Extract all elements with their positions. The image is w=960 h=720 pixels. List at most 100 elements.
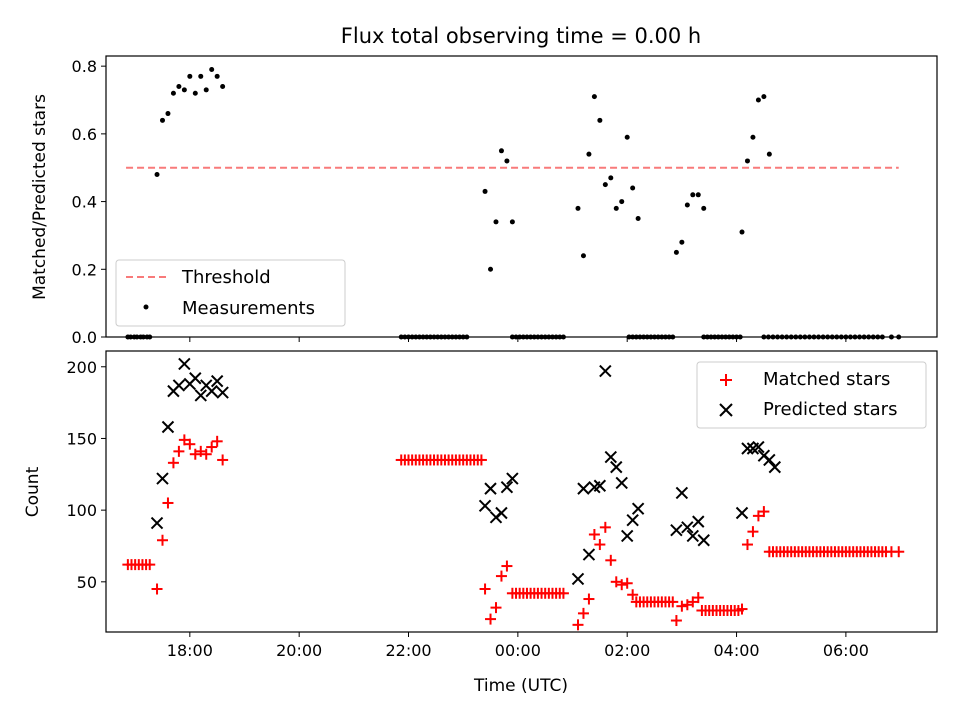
measurement-point	[708, 334, 714, 340]
measurement-point	[734, 334, 740, 340]
predicted-star-point	[150, 516, 164, 530]
predicted-star-stroke-b	[615, 476, 628, 490]
predicted-star-point	[178, 357, 191, 371]
predicted-star-stroke-b	[763, 453, 776, 467]
predicted-star-point	[161, 420, 175, 434]
measurement-point	[509, 334, 515, 340]
predicted-star-point	[582, 548, 596, 561]
predicted-star-point	[210, 374, 224, 388]
measurement-point	[406, 334, 412, 340]
measurement-point	[520, 334, 526, 340]
measurement-point	[524, 334, 530, 340]
predicted-star-stroke-b	[495, 506, 508, 520]
measurement-point	[427, 334, 433, 340]
measurement-point	[446, 334, 452, 340]
predicted-star-stroke-b	[593, 479, 607, 492]
measurement-point	[829, 334, 835, 340]
predicted-star-stroke-b	[697, 534, 710, 547]
bottom-y-tick-label: 150	[66, 429, 97, 448]
measurement-point	[635, 216, 641, 222]
measurement-point	[498, 148, 504, 154]
predicted-star-stroke-b	[577, 482, 590, 495]
measurement-point	[203, 87, 209, 93]
predicted-star-stroke-b	[571, 572, 585, 586]
measurement-point	[553, 334, 559, 340]
measurement-point	[154, 171, 160, 177]
predicted-star-point	[626, 513, 639, 527]
measurement-point	[560, 334, 566, 340]
bottom-y-axis-label: Count	[23, 466, 43, 517]
predicted-star-point	[620, 529, 634, 543]
predicted-star-stroke-b	[686, 529, 700, 543]
predicted-star-point	[194, 389, 207, 402]
measurement-point	[659, 334, 665, 340]
measurement-point	[416, 334, 422, 340]
matched-star-point	[583, 593, 595, 605]
matched-star-point	[144, 559, 156, 571]
matched-star-point	[184, 438, 196, 450]
predicted-star-point	[484, 482, 497, 495]
measurement-point	[866, 334, 872, 340]
measurement-point	[557, 334, 563, 340]
matched-star-point	[151, 583, 163, 595]
measurement-point	[457, 334, 463, 340]
matched-star-point	[621, 577, 633, 589]
top-y-tick-label: 0.4	[72, 193, 97, 212]
measurement-point	[630, 185, 636, 191]
top-y-tick-label: 0.0	[72, 328, 97, 347]
predicted-star-stroke-b	[768, 460, 782, 474]
measurement-point	[896, 334, 902, 340]
measurement-point	[701, 334, 707, 340]
measurement-point	[715, 334, 721, 340]
measurement-point	[730, 334, 736, 340]
measurement-point	[509, 219, 515, 225]
x-tick-label: 22:00	[385, 641, 431, 660]
x-tick-label: 06:00	[823, 641, 869, 660]
predicted-star-point	[216, 386, 229, 399]
measurement-point	[806, 334, 812, 340]
measurement-point	[755, 97, 761, 103]
measurement-point	[460, 334, 466, 340]
measurement-point	[761, 334, 767, 340]
measurement-point	[402, 334, 408, 340]
measurement-point	[875, 334, 881, 340]
matched-star-point	[156, 534, 168, 546]
measurement-point	[586, 151, 592, 157]
predicted-star-stroke-b	[194, 389, 207, 402]
measurement-point	[626, 334, 632, 340]
measurement-point	[134, 334, 140, 340]
measurement-point	[187, 73, 193, 79]
measurement-point	[140, 334, 146, 340]
measurement-point	[797, 334, 803, 340]
legend-matched-swatch	[720, 374, 732, 386]
predicted-star-stroke-b	[150, 516, 164, 530]
measurement-point	[779, 334, 785, 340]
measurement-point	[770, 334, 776, 340]
measurement-point	[834, 334, 840, 340]
matched-star-point	[173, 445, 185, 457]
matched-star-point	[501, 560, 513, 572]
measurement-point	[198, 73, 204, 79]
matched-star-point	[495, 570, 507, 582]
x-tick-label: 00:00	[495, 641, 541, 660]
predicted-star-point	[692, 515, 705, 528]
measurement-point	[619, 199, 625, 205]
predicted-star-stroke-b	[216, 386, 229, 399]
measurement-point	[784, 334, 790, 340]
matched-star-point	[211, 435, 223, 447]
predicted-star-stroke-b	[610, 460, 623, 474]
measurement-point	[608, 175, 614, 181]
predicted-star-stroke-b	[205, 384, 218, 398]
predicted-star-point	[686, 529, 700, 543]
legend-measurements-label: Measurements	[182, 298, 315, 319]
predicted-star-point	[205, 384, 218, 398]
matched-star-point	[605, 554, 617, 566]
matched-star-point	[206, 441, 218, 453]
predicted-star-stroke-b	[604, 450, 618, 464]
matched-star-point	[217, 454, 229, 466]
count-panel: 18:00 20:00 22:00 00:00 02:00 04:00 06:00 50 100…	[66, 350, 938, 660]
measurement-point	[214, 73, 220, 79]
predicted-star-point	[172, 379, 186, 392]
predicted-star-point	[752, 440, 765, 454]
